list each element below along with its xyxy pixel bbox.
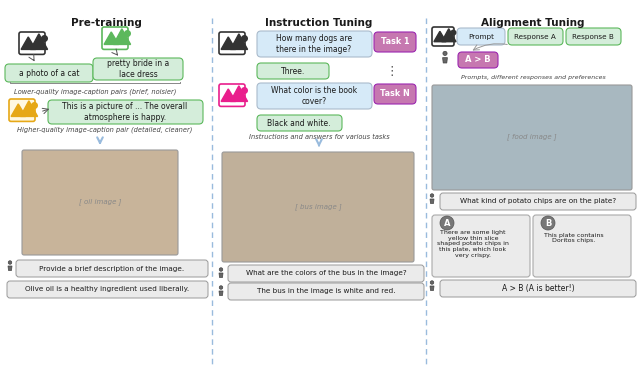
Polygon shape <box>230 34 248 49</box>
Text: Task N: Task N <box>380 89 410 98</box>
Text: The bus in the image is white and red.: The bus in the image is white and red. <box>257 289 396 295</box>
Text: a photo of a cat: a photo of a cat <box>19 69 79 78</box>
Circle shape <box>541 216 555 230</box>
FancyBboxPatch shape <box>222 152 414 262</box>
Text: There are some light
yellow thin slice
shaped potato chips in
this plate, which : There are some light yellow thin slice s… <box>437 230 509 258</box>
FancyBboxPatch shape <box>533 215 631 277</box>
Polygon shape <box>31 34 47 49</box>
FancyBboxPatch shape <box>228 283 424 300</box>
FancyBboxPatch shape <box>440 280 636 297</box>
Text: Task 1: Task 1 <box>381 37 409 46</box>
FancyBboxPatch shape <box>432 215 530 277</box>
Text: Response A: Response A <box>514 33 556 39</box>
FancyBboxPatch shape <box>22 150 178 255</box>
Text: This plate contains
Doritos chips.: This plate contains Doritos chips. <box>544 233 604 243</box>
FancyBboxPatch shape <box>102 27 128 49</box>
FancyBboxPatch shape <box>19 32 45 55</box>
FancyBboxPatch shape <box>257 115 342 131</box>
Circle shape <box>31 103 37 108</box>
FancyBboxPatch shape <box>48 100 203 124</box>
Circle shape <box>220 286 223 289</box>
Polygon shape <box>20 101 38 116</box>
Text: Prompts, different responses and preferences: Prompts, different responses and prefere… <box>461 76 605 81</box>
FancyBboxPatch shape <box>374 84 416 104</box>
Polygon shape <box>219 291 223 295</box>
Polygon shape <box>230 86 248 101</box>
Text: [ bus image ]: [ bus image ] <box>294 204 341 210</box>
Text: Black and white.: Black and white. <box>268 118 331 128</box>
Text: Lower-quality image-caption pairs (brief, noisier): Lower-quality image-caption pairs (brief… <box>14 89 176 95</box>
FancyBboxPatch shape <box>93 58 183 80</box>
Polygon shape <box>219 273 223 278</box>
FancyBboxPatch shape <box>566 28 621 45</box>
Text: This is a picture of ... The overall
atmosphere is happy.: This is a picture of ... The overall atm… <box>62 102 188 122</box>
FancyBboxPatch shape <box>257 31 372 57</box>
Text: pretty bride in a
lace dress: pretty bride in a lace dress <box>107 59 169 79</box>
FancyBboxPatch shape <box>432 85 632 190</box>
Circle shape <box>440 216 454 230</box>
FancyBboxPatch shape <box>5 64 93 82</box>
FancyBboxPatch shape <box>458 52 498 68</box>
Circle shape <box>430 281 434 284</box>
FancyBboxPatch shape <box>432 27 454 46</box>
Text: Instruction Tuning: Instruction Tuning <box>266 18 372 28</box>
Text: A: A <box>444 219 451 227</box>
Text: Provide a brief description of the image.: Provide a brief description of the image… <box>40 266 184 272</box>
Polygon shape <box>113 29 131 45</box>
Text: Alignment Tuning: Alignment Tuning <box>481 18 585 28</box>
FancyBboxPatch shape <box>219 32 245 55</box>
Text: How many dogs are
there in the image?: How many dogs are there in the image? <box>276 34 352 54</box>
Text: Prompt: Prompt <box>468 33 494 39</box>
Circle shape <box>220 268 223 271</box>
Polygon shape <box>221 37 236 49</box>
Circle shape <box>125 31 131 36</box>
Polygon shape <box>104 32 119 45</box>
FancyBboxPatch shape <box>219 84 245 106</box>
Text: What kind of potato chips are on the plate?: What kind of potato chips are on the pla… <box>460 198 616 204</box>
Polygon shape <box>221 89 236 101</box>
Polygon shape <box>442 29 456 42</box>
FancyBboxPatch shape <box>508 28 563 45</box>
Polygon shape <box>434 31 446 42</box>
Text: What color is the book
cover?: What color is the book cover? <box>271 86 357 106</box>
Text: Pre-training: Pre-training <box>70 18 141 28</box>
Text: A > B (A is better!): A > B (A is better!) <box>502 284 574 293</box>
Text: ⋮: ⋮ <box>386 65 398 78</box>
Polygon shape <box>443 58 447 63</box>
FancyBboxPatch shape <box>228 265 424 282</box>
Polygon shape <box>430 199 434 204</box>
Text: Olive oil is a healthy ingredient used liberally.: Olive oil is a healthy ingredient used l… <box>25 286 189 292</box>
FancyBboxPatch shape <box>9 99 35 121</box>
Circle shape <box>8 261 12 264</box>
Text: [ oil image ]: [ oil image ] <box>79 198 121 206</box>
Polygon shape <box>21 37 36 49</box>
Text: A > B: A > B <box>465 56 491 65</box>
Circle shape <box>42 36 47 41</box>
Text: Response B: Response B <box>572 33 614 39</box>
Circle shape <box>242 88 247 93</box>
Text: Higher-quality image-caption pair (detailed, cleaner): Higher-quality image-caption pair (detai… <box>17 127 193 133</box>
Text: Instructions and answers for various tasks: Instructions and answers for various tas… <box>248 134 389 140</box>
Polygon shape <box>8 266 12 270</box>
Circle shape <box>451 30 456 35</box>
FancyBboxPatch shape <box>257 83 372 109</box>
Text: Three.: Three. <box>281 66 305 76</box>
FancyBboxPatch shape <box>374 32 416 52</box>
Text: B: B <box>545 219 551 227</box>
Text: [ food image ]: [ food image ] <box>507 134 557 140</box>
FancyBboxPatch shape <box>457 28 505 45</box>
FancyBboxPatch shape <box>16 260 208 277</box>
FancyBboxPatch shape <box>257 63 329 79</box>
FancyBboxPatch shape <box>7 281 208 298</box>
FancyBboxPatch shape <box>440 193 636 210</box>
Text: What are the colors of the bus in the image?: What are the colors of the bus in the im… <box>246 270 406 276</box>
Circle shape <box>443 51 447 56</box>
Circle shape <box>430 194 434 197</box>
Circle shape <box>242 36 247 41</box>
Polygon shape <box>11 104 26 116</box>
Polygon shape <box>430 286 434 290</box>
